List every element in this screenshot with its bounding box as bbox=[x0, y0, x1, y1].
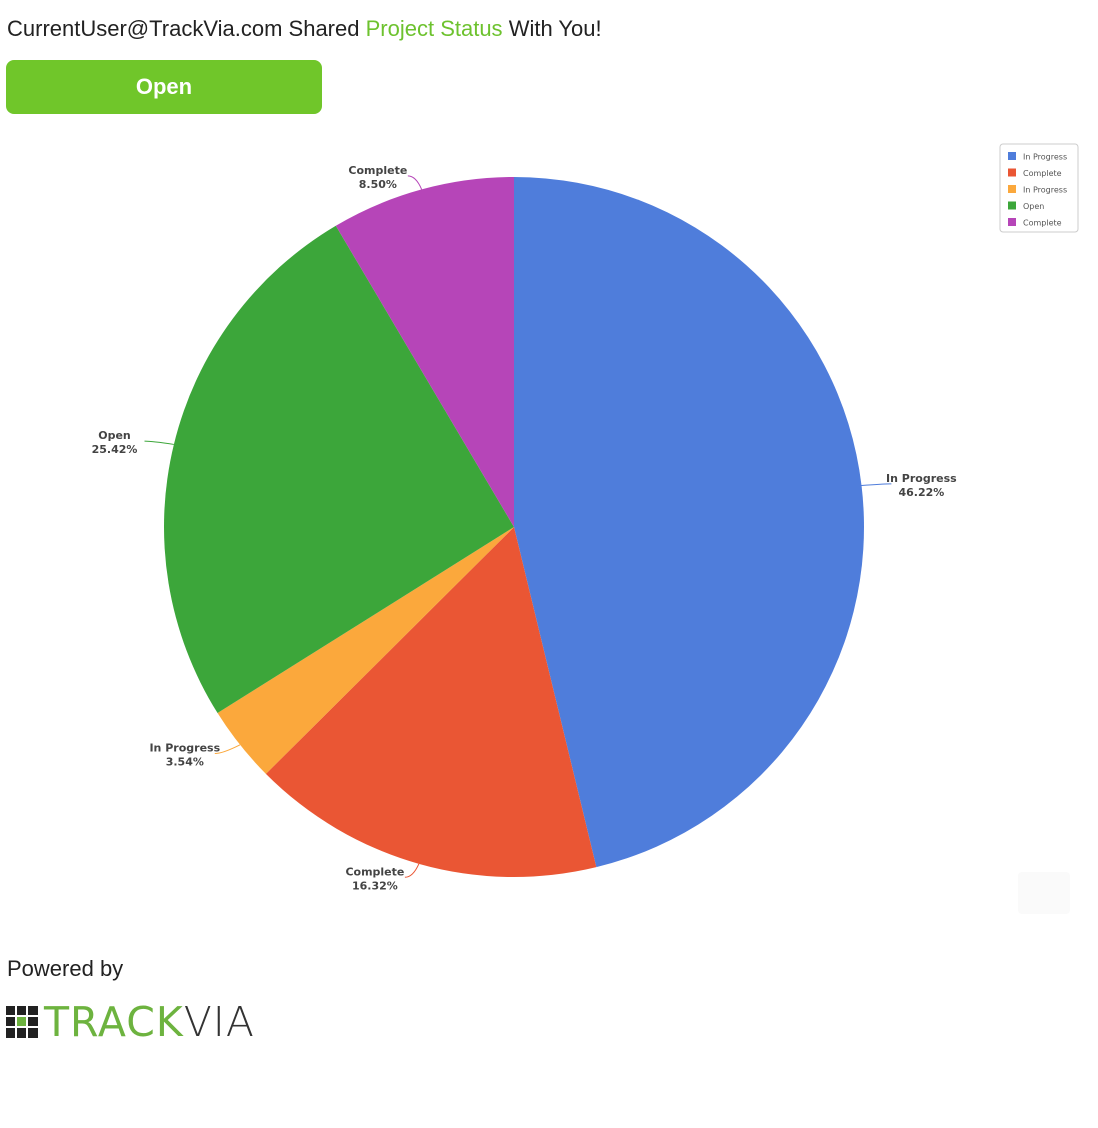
logo-text-track: TRACK bbox=[44, 998, 184, 1046]
powered-by-text: Powered by bbox=[7, 956, 124, 981]
legend-swatch[interactable] bbox=[1008, 152, 1016, 160]
label-connector bbox=[144, 440, 174, 445]
pie-slice[interactable] bbox=[335, 177, 514, 527]
chart-legend: In Progress Complete In Progress Open Comple… bbox=[999, 143, 1079, 233]
logo-text-via: VIA bbox=[183, 998, 255, 1046]
label-connector bbox=[404, 863, 420, 878]
pie-slice[interactable] bbox=[164, 225, 515, 714]
legend-box bbox=[999, 143, 1079, 233]
share-header: CurrentUser@TrackVia.com Shared Project … bbox=[7, 16, 602, 42]
header-suffix: With You! bbox=[508, 16, 602, 41]
view-name-link[interactable]: Project Status bbox=[365, 16, 503, 41]
legend-swatch[interactable] bbox=[1008, 168, 1016, 177]
legend-label[interactable]: In Progress bbox=[1023, 153, 1067, 162]
slice-label: Complete bbox=[345, 865, 404, 878]
legend-swatch[interactable] bbox=[1008, 201, 1016, 210]
slice-percent-label: 46.22% bbox=[898, 486, 944, 499]
slice-percent-label: 8.50% bbox=[359, 178, 397, 191]
legend-label[interactable]: Complete bbox=[1023, 219, 1062, 228]
slice-percent-label: 25.42% bbox=[92, 443, 138, 456]
pie-slice[interactable] bbox=[265, 527, 597, 878]
open-button[interactable]: Open bbox=[6, 60, 322, 114]
legend-label[interactable]: Open bbox=[1023, 202, 1044, 211]
pie-slice[interactable] bbox=[514, 177, 864, 868]
legend-label[interactable]: In Progress bbox=[1023, 186, 1067, 195]
shared-by-user: CurrentUser@TrackVia.com bbox=[7, 16, 283, 41]
slice-label: In Progress bbox=[886, 472, 957, 485]
label-connector bbox=[407, 175, 423, 190]
slice-percent-label: 16.32% bbox=[352, 879, 398, 892]
label-connector bbox=[861, 483, 892, 487]
slice-label: Open bbox=[98, 429, 131, 442]
label-connector bbox=[214, 744, 241, 755]
shared-text: Shared bbox=[288, 16, 360, 41]
chart-menu-area[interactable] bbox=[1018, 872, 1070, 914]
legend-swatch[interactable] bbox=[1008, 218, 1016, 226]
pie-slices bbox=[164, 177, 864, 878]
slice-label: Complete bbox=[348, 164, 407, 177]
logo-grid-icon bbox=[6, 1006, 38, 1038]
slice-percent-label: 3.54% bbox=[166, 756, 204, 769]
slice-label: In Progress bbox=[149, 742, 220, 755]
trackvia-logo: TRACKVIA bbox=[6, 1000, 255, 1044]
pie-slice[interactable] bbox=[217, 527, 515, 774]
legend-label[interactable]: Complete bbox=[1023, 169, 1062, 178]
legend-swatch[interactable] bbox=[1008, 185, 1016, 193]
